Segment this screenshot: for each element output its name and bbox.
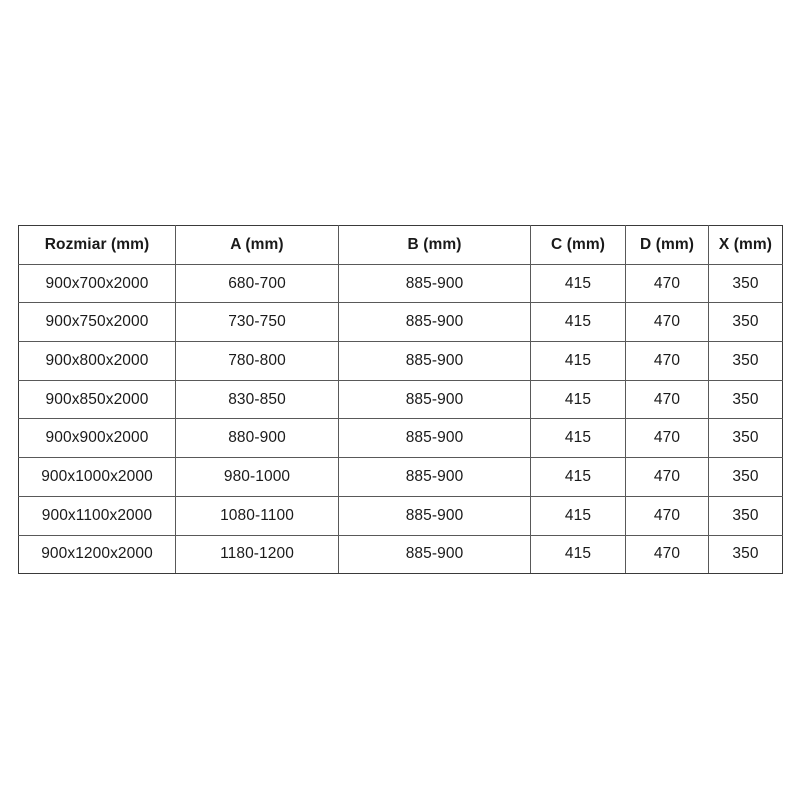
cell-size: 900x750x2000 [18,302,176,343]
cell-d: 470 [625,379,709,420]
cell-c: 415 [530,263,626,304]
table-row: 900x1200x2000 1180-1200 885-900 415 470 … [18,534,783,575]
cell-x: 350 [708,263,783,304]
cell-b: 885-900 [338,302,531,343]
cell-b: 885-900 [338,495,531,536]
cell-b: 885-900 [338,457,531,497]
cell-b: 885-900 [338,534,531,575]
table-row: 900x800x2000 780-800 885-900 415 470 350 [18,341,783,381]
cell-a: 730-750 [175,302,339,343]
cell-b: 885-900 [338,418,531,459]
cell-a: 680-700 [175,263,339,304]
cell-a: 880-900 [175,418,339,459]
column-header-d: D (mm) [625,225,709,265]
cell-c: 415 [530,341,626,381]
cell-d: 470 [625,457,709,497]
table-row: 900x700x2000 680-700 885-900 415 470 350 [18,263,783,304]
cell-b: 885-900 [338,341,531,381]
cell-size: 900x700x2000 [18,263,176,304]
cell-a: 980-1000 [175,457,339,497]
cell-x: 350 [708,457,783,497]
cell-x: 350 [708,495,783,536]
cell-c: 415 [530,495,626,536]
cell-a: 1180-1200 [175,534,339,575]
table-body: 900x700x2000 680-700 885-900 415 470 350… [18,263,783,575]
cell-x: 350 [708,302,783,343]
cell-size: 900x900x2000 [18,418,176,459]
cell-d: 470 [625,302,709,343]
cell-c: 415 [530,302,626,343]
dimensions-table: Rozmiar (mm) A (mm) B (mm) C (mm) D (mm)… [18,225,783,575]
table-row: 900x900x2000 880-900 885-900 415 470 350 [18,418,783,459]
cell-a: 780-800 [175,341,339,381]
cell-d: 470 [625,341,709,381]
table-row: 900x1100x2000 1080-1100 885-900 415 470 … [18,495,783,536]
cell-c: 415 [530,418,626,459]
cell-x: 350 [708,379,783,420]
column-header-size: Rozmiar (mm) [18,225,176,265]
cell-a: 830-850 [175,379,339,420]
cell-x: 350 [708,534,783,575]
cell-d: 470 [625,495,709,536]
cell-c: 415 [530,534,626,575]
cell-c: 415 [530,379,626,420]
column-header-c: C (mm) [530,225,626,265]
column-header-a: A (mm) [175,225,339,265]
cell-d: 470 [625,418,709,459]
cell-x: 350 [708,341,783,381]
cell-size: 900x1000x2000 [18,457,176,497]
table-row: 900x850x2000 830-850 885-900 415 470 350 [18,379,783,420]
cell-b: 885-900 [338,263,531,304]
cell-d: 470 [625,534,709,575]
column-header-b: B (mm) [338,225,531,265]
cell-a: 1080-1100 [175,495,339,536]
table-row: 900x1000x2000 980-1000 885-900 415 470 3… [18,457,783,497]
cell-x: 350 [708,418,783,459]
cell-size: 900x1100x2000 [18,495,176,536]
column-header-x: X (mm) [708,225,783,265]
cell-size: 900x850x2000 [18,379,176,420]
table-row: 900x750x2000 730-750 885-900 415 470 350 [18,302,783,343]
cell-d: 470 [625,263,709,304]
table-header-row: Rozmiar (mm) A (mm) B (mm) C (mm) D (mm)… [18,225,783,265]
cell-b: 885-900 [338,379,531,420]
table-header: Rozmiar (mm) A (mm) B (mm) C (mm) D (mm)… [18,225,783,265]
cell-c: 415 [530,457,626,497]
cell-size: 900x1200x2000 [18,534,176,575]
cell-size: 900x800x2000 [18,341,176,381]
